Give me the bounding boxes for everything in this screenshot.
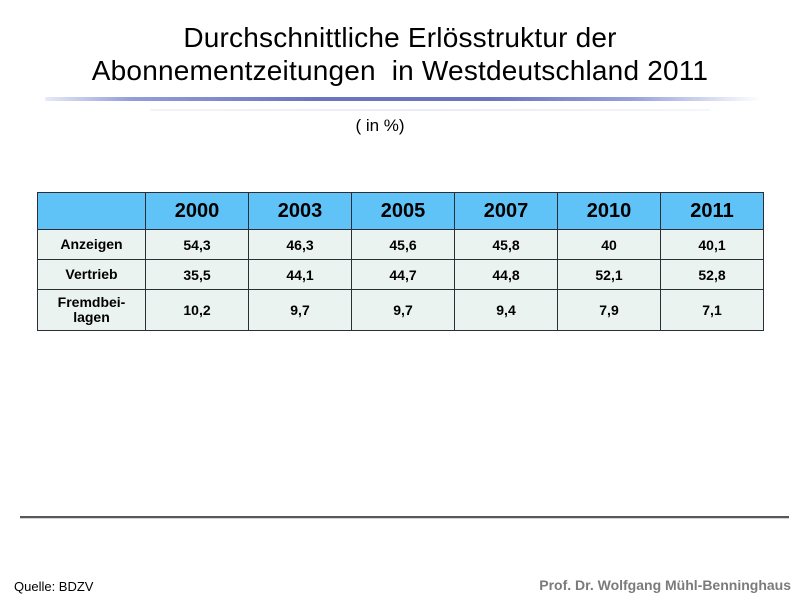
author-label: Prof. Dr. Wolfgang Mühl-Benninghaus — [539, 577, 791, 593]
value-cell: 10,2 — [145, 289, 249, 331]
value-cell: 45,8 — [454, 229, 558, 260]
source-label: Quelle: BDZV — [14, 579, 94, 594]
row-label: Anzeigen — [37, 229, 146, 260]
table-header-row: 2000 2003 2005 2007 2010 2011 — [37, 192, 764, 230]
table-row-anzeigen: Anzeigen 54,3 46,3 45,6 45,8 40 40,1 — [37, 229, 764, 260]
value-cell: 40,1 — [660, 229, 764, 260]
value-cell: 40 — [557, 229, 661, 260]
table-row-vertrieb: Vertrieb 35,5 44,1 44,7 44,8 52,1 52,8 — [37, 259, 764, 290]
title-line-2: Abonnementzeitungen in Westdeutschland 2… — [91, 55, 709, 86]
slide-title: Durchschnittliche Erlösstruktur der Abon… — [0, 21, 800, 87]
column-header-year: 2005 — [351, 192, 455, 230]
value-cell: 7,1 — [660, 289, 764, 331]
column-header-year: 2010 — [557, 192, 661, 230]
row-label: Fremdbei- lagen — [37, 289, 146, 331]
value-cell: 45,6 — [351, 229, 455, 260]
column-header-year: 2007 — [454, 192, 558, 230]
table-row-fremdbeilagen: Fremdbei- lagen 10,2 9,7 9,7 9,4 7,9 7,1 — [37, 289, 764, 331]
value-cell: 9,7 — [248, 289, 352, 331]
value-cell: 44,8 — [454, 259, 558, 290]
value-cell: 54,3 — [145, 229, 249, 260]
value-cell: 44,1 — [248, 259, 352, 290]
value-cell: 44,7 — [351, 259, 455, 290]
value-cell: 46,3 — [248, 229, 352, 260]
row-label: Vertrieb — [37, 259, 146, 290]
column-header-year: 2000 — [145, 192, 249, 230]
title-line-1: Durchschnittliche Erlösstruktur der — [183, 22, 617, 53]
footer-divider-line — [20, 516, 789, 519]
value-cell: 35,5 — [145, 259, 249, 290]
title-accent-line-shadow — [150, 109, 710, 111]
column-header-year: 2003 — [248, 192, 352, 230]
value-cell: 9,4 — [454, 289, 558, 331]
table-corner-cell — [37, 192, 146, 230]
value-cell: 7,9 — [557, 289, 661, 331]
value-cell: 52,1 — [557, 259, 661, 290]
revenue-structure-table: 2000 2003 2005 2007 2010 2011 Anzeigen 5… — [37, 192, 764, 331]
title-accent-line — [45, 97, 761, 101]
column-header-year: 2011 — [660, 192, 764, 230]
slide-subtitle: ( in %) — [355, 116, 405, 135]
value-cell: 9,7 — [351, 289, 455, 331]
value-cell: 52,8 — [660, 259, 764, 290]
